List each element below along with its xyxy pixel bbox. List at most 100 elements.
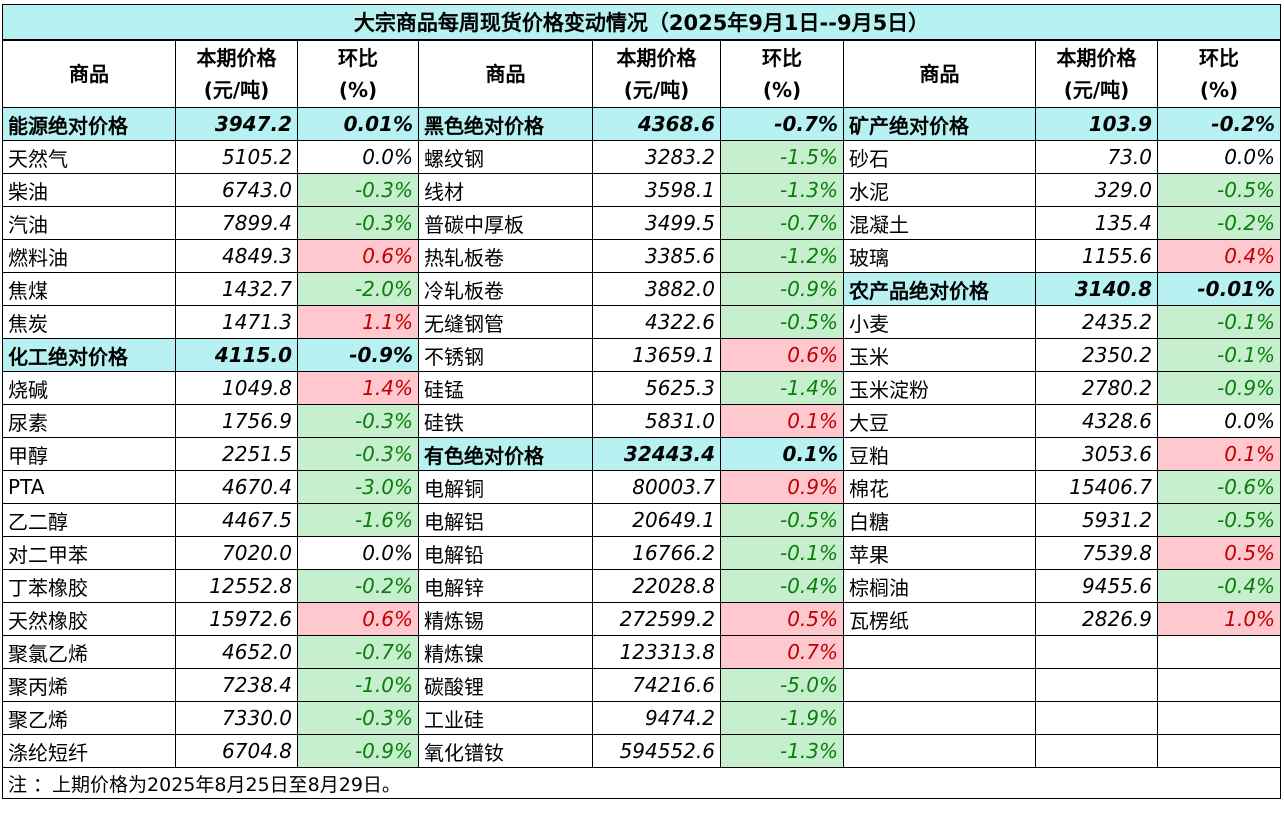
column-header: 商品 bbox=[2, 39, 176, 108]
empty-cell bbox=[1156, 734, 1282, 768]
item-change: -1.9% bbox=[720, 701, 844, 735]
data-row: 焦炭 1471.3 1.1% 无缝钢管 4322.6 -0.5% 小麦 2435.2 -0.1% bbox=[2, 305, 1282, 339]
item-price: 3053.6 bbox=[1035, 437, 1158, 471]
column-header: 商品 bbox=[418, 39, 593, 108]
item-price: 74216.6 bbox=[592, 668, 721, 702]
item-price: 5105.2 bbox=[175, 140, 298, 174]
item-price: 5931.2 bbox=[1035, 503, 1158, 537]
empty-cell bbox=[1035, 701, 1158, 735]
item-change: -3.0% bbox=[297, 470, 419, 504]
item-price: 7020.0 bbox=[175, 536, 298, 570]
item-name: 烧碱 bbox=[2, 371, 176, 405]
empty-cell bbox=[843, 701, 1036, 735]
item-price: 4322.6 bbox=[592, 305, 721, 339]
item-change: 0.0% bbox=[1156, 404, 1282, 438]
item-change: -0.3% bbox=[297, 206, 419, 240]
header-line: 本期价格 bbox=[1056, 46, 1137, 70]
item-price: 2826.9 bbox=[1035, 602, 1158, 636]
item-name: 玉米淀粉 bbox=[843, 371, 1036, 405]
group-price: 4368.6 bbox=[592, 107, 721, 141]
item-price: 5625.3 bbox=[592, 371, 721, 405]
item-name: 普碳中厚板 bbox=[418, 206, 593, 240]
item-price: 594552.6 bbox=[592, 734, 721, 768]
item-change: -0.7% bbox=[720, 206, 844, 240]
item-name: 线材 bbox=[418, 173, 593, 207]
item-price: 15406.7 bbox=[1035, 470, 1158, 504]
item-price: 73.0 bbox=[1035, 140, 1158, 174]
item-change: -0.2% bbox=[1156, 206, 1282, 240]
empty-cell bbox=[1035, 668, 1158, 702]
item-name: 热轧板卷 bbox=[418, 239, 593, 273]
item-name: 冷轧板卷 bbox=[418, 272, 593, 306]
item-price: 4467.5 bbox=[175, 503, 298, 537]
item-name: 豆粕 bbox=[843, 437, 1036, 471]
item-price: 1432.7 bbox=[175, 272, 298, 306]
item-price: 16766.2 bbox=[592, 536, 721, 570]
item-price: 135.4 bbox=[1035, 206, 1158, 240]
data-row: 化工绝对价格 4115.0 -0.9% 不锈钢 13659.1 0.6% 玉米 2350.2-… bbox=[2, 338, 1282, 372]
group-change: 0.1% bbox=[720, 437, 844, 471]
group-name: 化工绝对价格 bbox=[2, 338, 176, 372]
item-change: 0.6% bbox=[297, 239, 419, 273]
data-row: 焦煤 1432.7 -2.0% 冷轧板卷 3882.0 -0.9% 农产品绝对价格 3140.… bbox=[2, 272, 1282, 306]
group-change: -0.01% bbox=[1156, 272, 1282, 306]
item-price: 1471.3 bbox=[175, 305, 298, 339]
group-price: 3947.2 bbox=[175, 107, 298, 141]
item-price: 6743.0 bbox=[175, 173, 298, 207]
item-name: 焦煤 bbox=[2, 272, 176, 306]
item-price: 15972.6 bbox=[175, 602, 298, 636]
item-name: 硅锰 bbox=[418, 371, 593, 405]
data-row: 尿素 1756.9 -0.3% 硅铁 5831.0 0.1% 大豆 4328.6 0.0% bbox=[2, 404, 1282, 438]
empty-cell bbox=[843, 734, 1036, 768]
group-name: 农产品绝对价格 bbox=[843, 272, 1036, 306]
item-price: 329.0 bbox=[1035, 173, 1158, 207]
header-line: 环比 bbox=[338, 46, 378, 70]
item-name: PTA bbox=[2, 470, 176, 504]
item-price: 12552.8 bbox=[175, 569, 298, 603]
column-header: 商品 bbox=[843, 39, 1036, 108]
data-row: 甲醇 2251.5 -0.3% 有色绝对价格 32443.4 0.1% 豆粕 3053.6 0.… bbox=[2, 437, 1282, 471]
item-price: 123313.8 bbox=[592, 635, 721, 669]
item-change: -0.5% bbox=[720, 503, 844, 537]
item-name: 不锈钢 bbox=[418, 338, 593, 372]
item-price: 13659.1 bbox=[592, 338, 721, 372]
item-change: -1.3% bbox=[720, 734, 844, 768]
item-change: 0.5% bbox=[720, 602, 844, 636]
item-change: -0.2% bbox=[297, 569, 419, 603]
item-name: 甲醇 bbox=[2, 437, 176, 471]
item-name: 燃料油 bbox=[2, 239, 176, 273]
item-price: 1756.9 bbox=[175, 404, 298, 438]
item-change: -0.9% bbox=[297, 734, 419, 768]
empty-cell bbox=[1156, 668, 1282, 702]
column-header: 环比 (%) bbox=[1156, 39, 1282, 108]
item-change: 0.7% bbox=[720, 635, 844, 669]
item-change: -0.7% bbox=[297, 635, 419, 669]
header-line: 商品 bbox=[69, 62, 109, 86]
item-price: 3598.1 bbox=[592, 173, 721, 207]
item-name: 工业硅 bbox=[418, 701, 593, 735]
item-change: -1.3% bbox=[720, 173, 844, 207]
column-header: 环比 (%) bbox=[297, 39, 419, 108]
item-name: 大豆 bbox=[843, 404, 1036, 438]
note: 注 ：上期价格为2025年8月25日至8月29日。 bbox=[1, 767, 1282, 799]
header-line: 商品 bbox=[919, 62, 960, 86]
item-change: -0.9% bbox=[1156, 371, 1282, 405]
data-row: 聚氯乙烯 4652.0 -0.7% 精炼镍 123313.8 0.7% bbox=[2, 635, 1282, 669]
empty-cell bbox=[1035, 635, 1158, 669]
item-name: 玉米 bbox=[843, 338, 1036, 372]
title-row: 大宗商品每周现货价格变动情况（2025年9月1日--9月5日） bbox=[1, 4, 1282, 41]
item-name: 无缝钢管 bbox=[418, 305, 593, 339]
empty-cell bbox=[1035, 734, 1158, 768]
item-name: 白糖 bbox=[843, 503, 1036, 537]
item-change: -5.0% bbox=[720, 668, 844, 702]
item-change: 0.0% bbox=[297, 140, 419, 174]
header-line: 本期价格 bbox=[616, 46, 697, 70]
data-row: 汽油 7899.4 -0.3% 普碳中厚板 3499.5 -0.7% 混凝土 135.4 -0.… bbox=[2, 206, 1282, 240]
item-change: 1.1% bbox=[297, 305, 419, 339]
item-name: 碳酸锂 bbox=[418, 668, 593, 702]
group-name: 黑色绝对价格 bbox=[418, 107, 593, 141]
item-name: 氧化镨钕 bbox=[418, 734, 593, 768]
item-name: 精炼锡 bbox=[418, 602, 593, 636]
group-name: 矿产绝对价格 bbox=[843, 107, 1036, 141]
